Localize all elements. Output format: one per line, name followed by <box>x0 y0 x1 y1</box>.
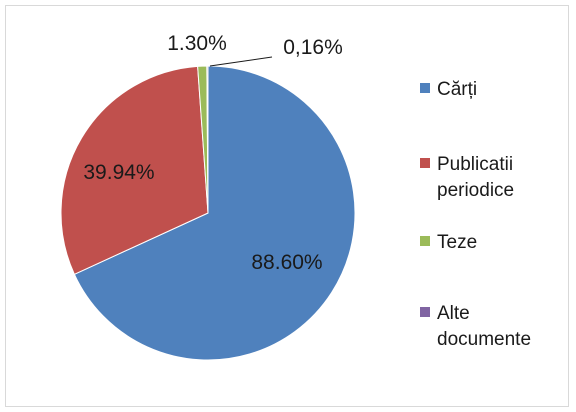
legend-item-publicatii-periodice: Publicatii periodice <box>420 154 514 201</box>
leader-line-alte-documente <box>209 56 273 67</box>
data-label-carti: 88.60% <box>251 251 322 274</box>
legend: Cărți Publicatii periodice Teze Alte document… <box>420 79 531 350</box>
legend-label: Alte <box>437 303 470 324</box>
legend-swatch <box>420 307 430 317</box>
legend-item-alte-documente: Alte documente <box>420 303 531 350</box>
legend-swatch <box>420 236 430 246</box>
legend-label: documente <box>437 329 531 350</box>
data-label-teze: 1.30% <box>167 32 227 55</box>
pie-slices <box>60 65 356 361</box>
legend-label: Publicatii <box>437 154 513 175</box>
legend-swatch <box>420 83 430 93</box>
data-label-alte-documente: 0,16% <box>283 36 343 59</box>
slice-publicatii-periodice <box>60 65 209 275</box>
data-label-publicatii-periodice: 39.94% <box>83 161 154 184</box>
legend-label: periodice <box>437 180 514 201</box>
legend-item-teze: Teze <box>420 232 477 253</box>
legend-item-carti: Cărți <box>420 79 477 100</box>
legend-label: Teze <box>437 232 477 253</box>
slice-carti <box>73 65 356 361</box>
legend-swatch <box>420 158 430 168</box>
legend-label: Cărți <box>437 79 477 100</box>
pie-labels: 88.60% 39.94% 1.30% 0,16% <box>83 32 342 274</box>
slice-alte-documente <box>206 65 209 214</box>
